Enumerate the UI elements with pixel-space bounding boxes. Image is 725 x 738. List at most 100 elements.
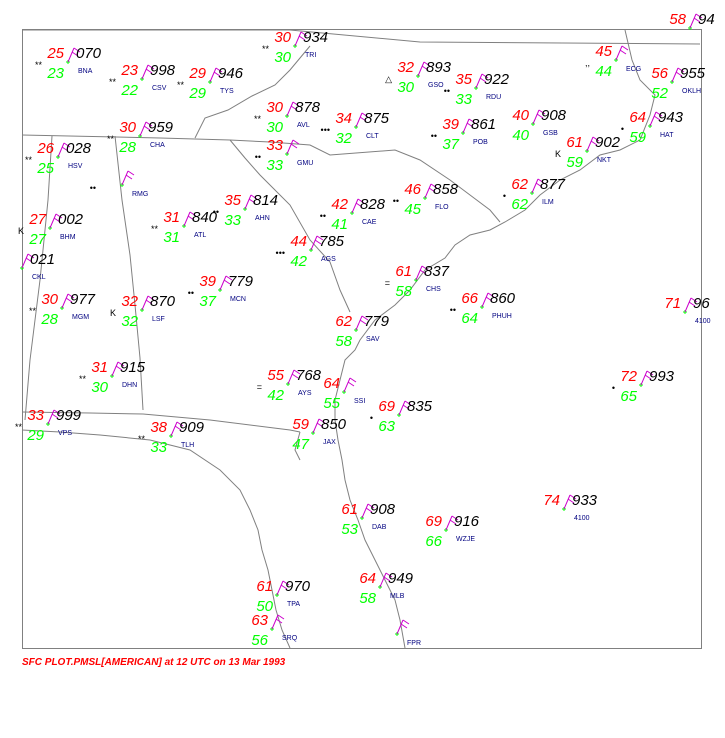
station-plot: 69 63 835 • — [370, 398, 433, 435]
station-plot: 56 52 955 OKLH — [651, 65, 705, 102]
pressure-value: 943 — [658, 109, 684, 126]
station-id-label: HSV — [68, 163, 83, 170]
temperature-value: 27 — [28, 211, 46, 228]
wind-barb-icon — [111, 361, 125, 377]
station-id-label: 4100 — [695, 318, 711, 325]
state-border-fl-north — [21, 411, 301, 433]
pressure-value: 835 — [407, 398, 433, 415]
dewpoint-value: 62 — [511, 196, 528, 213]
wind-barb-icon — [244, 194, 258, 210]
temperature-value: 64 — [359, 570, 376, 587]
station-plot: 30 28 977 MGM ** — [29, 291, 96, 328]
weather-symbol-icon: ••• — [321, 125, 330, 135]
pressure-value: 028 — [66, 140, 92, 157]
weather-symbol-icon: • — [612, 383, 615, 393]
wind-barb-icon — [640, 370, 654, 386]
station-id-label: WZJE — [456, 536, 475, 543]
dewpoint-value: 29 — [188, 85, 206, 102]
temperature-value: 40 — [512, 107, 529, 124]
state-border-al-ms — [24, 135, 53, 421]
dewpoint-value: 58 — [359, 590, 376, 607]
station-id-label: GSB — [543, 130, 558, 137]
temperature-value: 62 — [335, 313, 352, 330]
station-id-label: 4100 — [574, 515, 590, 522]
wind-barb-icon — [398, 400, 412, 416]
wind-barb-icon — [684, 297, 698, 313]
station-id-label: RMG — [132, 191, 148, 198]
station-plot: 39 37 779 MCN •• — [188, 273, 254, 310]
wind-barb-icon — [170, 421, 184, 437]
wind-barb-icon — [671, 67, 685, 83]
station-id-label: FPR — [407, 640, 421, 647]
dewpoint-value: 37 — [199, 293, 216, 310]
station-id-label: MGM — [72, 314, 89, 321]
station-plot: 29 29 946 TYS ** — [177, 65, 244, 102]
pressure-value: 934 — [303, 29, 328, 46]
station-id-label: DHN — [122, 382, 137, 389]
dewpoint-value: 25 — [36, 160, 54, 177]
temperature-value: 23 — [120, 62, 138, 79]
temperature-value: 44 — [290, 233, 307, 250]
station-id-label: TRI — [305, 52, 316, 59]
temperature-value: 39 — [442, 116, 459, 133]
station-plot: 32 30 893 GSO △ — [385, 59, 452, 96]
station-id-label: ILM — [542, 199, 554, 206]
weather-symbol-icon: = — [385, 278, 390, 288]
station-id-label: MLB — [390, 593, 405, 600]
weather-symbol-icon: •• — [320, 211, 326, 221]
dewpoint-value: 53 — [341, 521, 358, 538]
temperature-value: 63 — [251, 612, 268, 629]
wind-barb-icon — [57, 142, 71, 158]
temperature-value: 25 — [46, 45, 64, 62]
temperature-value: 30 — [41, 291, 58, 308]
station-id-label: VPS — [58, 430, 72, 437]
station-id-label: POB — [473, 139, 488, 146]
pressure-value: 858 — [433, 181, 459, 198]
weather-symbol-icon: K — [110, 308, 116, 318]
pressure-value: 893 — [426, 59, 452, 76]
temperature-value: 38 — [150, 419, 167, 436]
station-id-label: LSF — [152, 316, 165, 323]
temperature-value: 58 — [669, 11, 686, 28]
dewpoint-value: 30 — [274, 49, 291, 66]
weather-symbol-icon: ••• — [276, 248, 285, 258]
station-id-label: DAB — [372, 524, 387, 531]
wind-barb-icon — [355, 315, 369, 331]
wind-barb-icon — [355, 112, 369, 128]
wind-barb-icon — [286, 139, 300, 155]
pressure-value: 002 — [58, 211, 84, 228]
weather-symbol-icon: ** — [35, 60, 43, 70]
wind-barb-icon — [141, 295, 155, 311]
wind-barb-icon — [462, 118, 476, 134]
temperature-value: 64 — [323, 375, 340, 392]
weather-symbol-icon: •• — [431, 131, 437, 141]
weather-symbol-icon: ** — [15, 422, 23, 432]
station-plot: 64 59 943 HAT • — [621, 109, 684, 146]
station-id-label: CHA — [150, 142, 165, 149]
gulf-coastline — [21, 429, 291, 649]
station-plot: 64 58 949 MLB — [359, 570, 413, 607]
station-plot: 30 28 959 CHA ** — [107, 119, 174, 156]
pressure-value: 850 — [321, 416, 347, 433]
station-id-label: CSV — [152, 85, 167, 92]
pressure-value: 959 — [148, 119, 174, 136]
pressure-value: 955 — [680, 65, 706, 82]
station-plot: 35 33 814 AHN •• — [213, 192, 278, 229]
station-plot: 42 41 828 CAE •• — [320, 196, 386, 233]
weather-symbol-icon: • — [621, 124, 624, 134]
pressure-value: 814 — [253, 192, 278, 209]
dewpoint-value: 30 — [397, 79, 414, 96]
pressure-value: 949 — [388, 570, 414, 587]
wind-barb-icon — [424, 183, 438, 199]
pressure-value: 970 — [285, 578, 311, 595]
weather-symbol-icon: ** — [25, 155, 33, 165]
station-id-label: TLH — [181, 442, 194, 449]
dewpoint-value: 33 — [224, 212, 241, 229]
wind-barb-icon — [271, 614, 285, 630]
weather-symbol-icon: •• — [444, 86, 450, 96]
temperature-value: 29 — [188, 65, 206, 82]
station-id-label: PHUH — [492, 313, 512, 320]
temperature-value: 33 — [27, 407, 44, 424]
dewpoint-value: 55 — [323, 395, 340, 412]
temperature-value: 30 — [266, 99, 283, 116]
